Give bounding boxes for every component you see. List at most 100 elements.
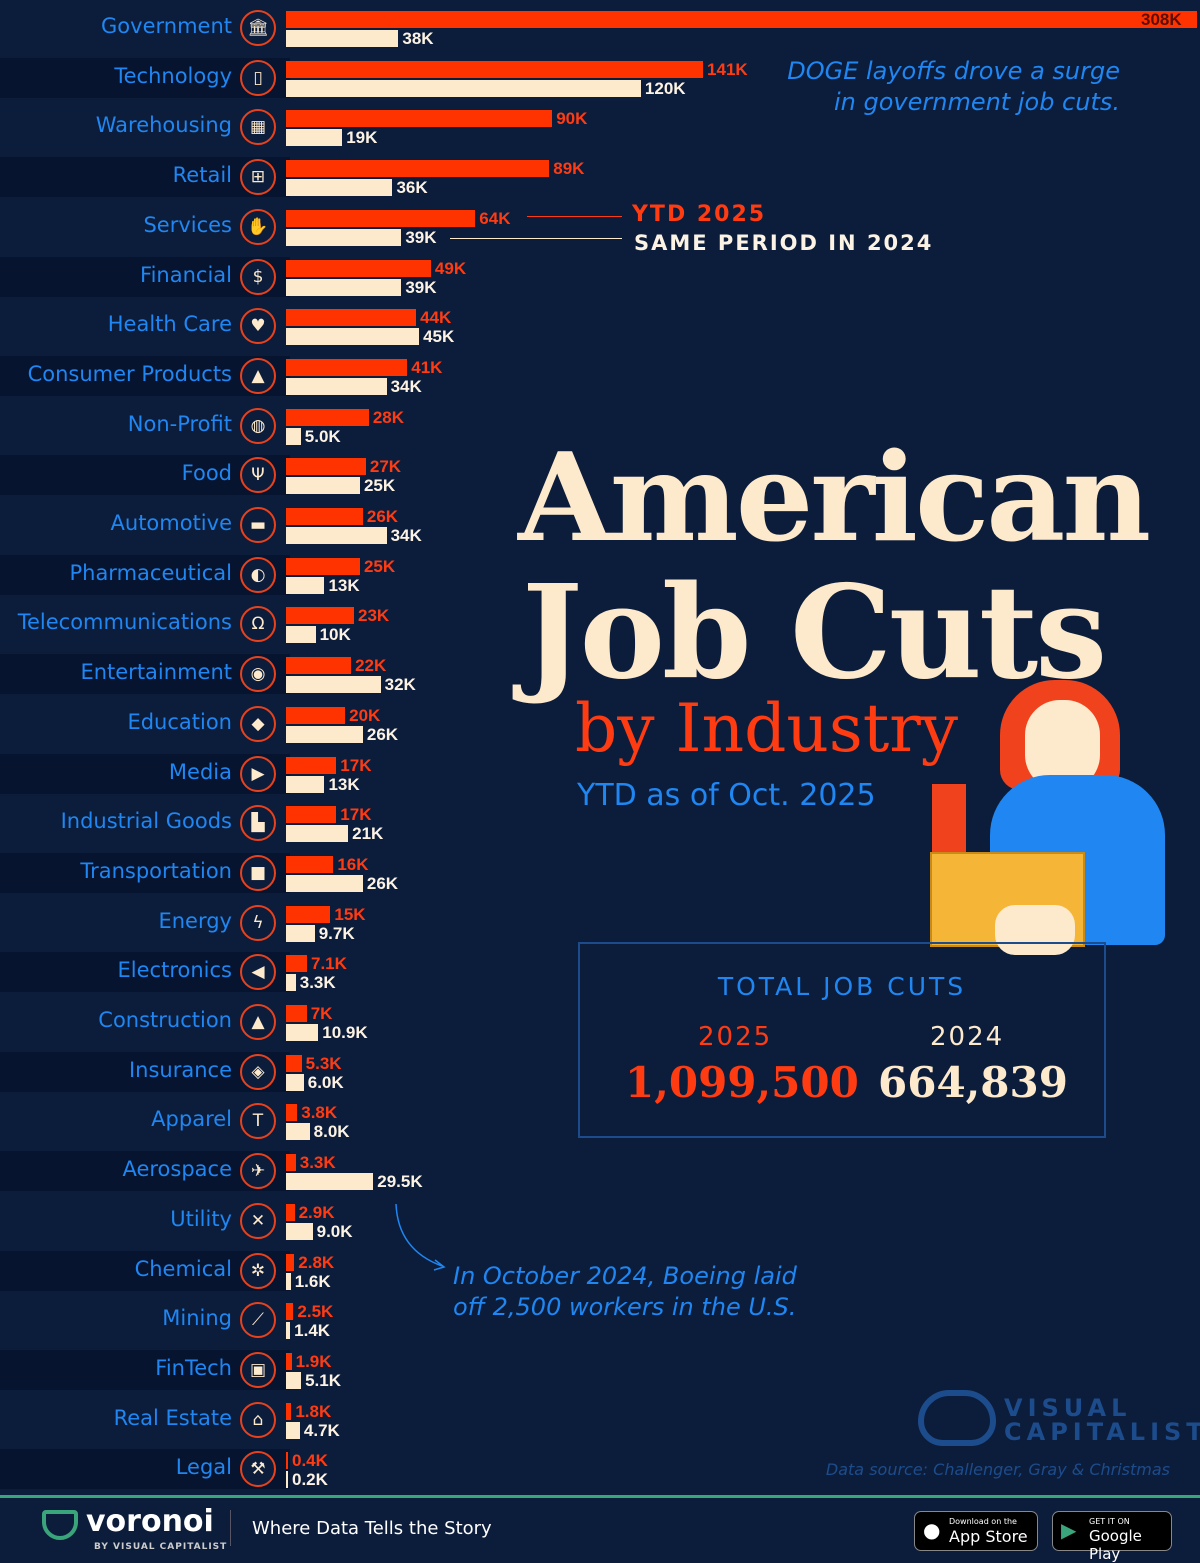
tshirt-icon: T bbox=[240, 1103, 276, 1140]
totals-box: TOTAL JOB CUTS 2025 1,099,500 2024 664,8… bbox=[578, 942, 1106, 1138]
value-label-2025: 20K bbox=[349, 705, 381, 725]
google-play-button[interactable]: ▶ GET IT ON Google Play bbox=[1052, 1511, 1172, 1563]
bar-2025 bbox=[286, 855, 334, 873]
bar-2025 bbox=[286, 408, 369, 426]
value-label-2024: 29.5K bbox=[377, 1172, 423, 1192]
bar-2025 bbox=[286, 1303, 294, 1321]
note-line: In October 2024, Boeing laid bbox=[453, 1262, 797, 1290]
bar-2025 bbox=[286, 557, 360, 575]
value-label-2025: 64K bbox=[479, 208, 511, 228]
bar-2025 bbox=[286, 309, 417, 327]
category-label: FinTech bbox=[155, 1355, 232, 1380]
store-label: App Store bbox=[949, 1527, 1028, 1546]
bar-2024 bbox=[286, 775, 325, 793]
store-small: GET IT ON bbox=[1089, 1517, 1130, 1526]
value-label-2024: 19K bbox=[346, 128, 378, 148]
bar-2025 bbox=[286, 160, 550, 178]
category-label: Non-Profit bbox=[127, 411, 232, 436]
value-label-2025: 0.4K bbox=[292, 1451, 328, 1471]
bar-2024 bbox=[286, 1123, 310, 1141]
apple-icon: ● bbox=[923, 1518, 941, 1542]
title-line-2: Job Cuts bbox=[522, 558, 1107, 708]
logo-mark-icon bbox=[918, 1390, 996, 1446]
value-label-2025: 26K bbox=[366, 507, 399, 526]
bar-2024 bbox=[286, 328, 420, 346]
bar-2024 bbox=[286, 1371, 302, 1389]
bar-2025 bbox=[286, 259, 431, 277]
bar-2024 bbox=[286, 825, 349, 843]
category-label: Electronics bbox=[117, 958, 232, 983]
title-line-3: by Industry bbox=[575, 690, 959, 767]
car-icon: ▬ bbox=[240, 507, 276, 543]
category-label: Media bbox=[168, 759, 232, 784]
category-label: Telecommunications bbox=[17, 610, 232, 635]
bar-2024 bbox=[286, 30, 399, 47]
bar-2024 bbox=[286, 874, 363, 892]
value-label-2025: 308K bbox=[1141, 10, 1182, 29]
value-label-2025: 25K bbox=[363, 556, 396, 576]
voronoi-name[interactable]: voronoi bbox=[86, 1504, 214, 1539]
note-line: in government job cuts. bbox=[833, 88, 1120, 116]
value-label-2025: 17K bbox=[340, 755, 372, 775]
value-label-2025: 22K bbox=[355, 656, 387, 676]
arrow-icon bbox=[395, 1203, 446, 1271]
app-store-button[interactable]: ● Download on the App Store bbox=[914, 1511, 1038, 1551]
title-line-1: American bbox=[518, 425, 1151, 569]
value-label-2024: 10K bbox=[319, 625, 351, 645]
category-label: Chemical bbox=[134, 1256, 232, 1281]
bar-2025 bbox=[286, 1203, 295, 1221]
bar-2024 bbox=[286, 377, 387, 395]
tagline: Where Data Tells the Story bbox=[252, 1518, 492, 1539]
category-label: Financial bbox=[140, 262, 232, 287]
bar-2025 bbox=[286, 11, 1197, 28]
bar-2024 bbox=[286, 1272, 291, 1290]
value-label-2024: 39K bbox=[405, 277, 437, 297]
totals-year-2025: 2025 bbox=[698, 1022, 773, 1052]
value-label-2025: 15K bbox=[334, 904, 366, 924]
category-label: Services bbox=[143, 212, 232, 237]
bar-2025 bbox=[286, 1104, 298, 1122]
category-label: Insurance bbox=[128, 1057, 232, 1082]
category-label: Technology bbox=[114, 63, 232, 88]
value-label-2024: 120K bbox=[644, 78, 686, 98]
globe-icon: ◍ bbox=[240, 407, 276, 444]
value-label-2024: 26K bbox=[366, 873, 399, 893]
value-label-2025: 2.5K bbox=[297, 1302, 334, 1322]
value-label-2025: 28K bbox=[372, 407, 404, 427]
category-label: Utility bbox=[170, 1206, 232, 1231]
value-label-2024: 34K bbox=[390, 376, 422, 396]
value-label-2024: 25K bbox=[363, 476, 396, 496]
headset-icon: Ω bbox=[240, 606, 276, 643]
bar-2024 bbox=[286, 576, 325, 594]
value-label-2024: 36K bbox=[396, 178, 428, 198]
value-label-2024: 5.1K bbox=[305, 1370, 341, 1390]
category-label: Health Care bbox=[107, 312, 232, 337]
value-label-2025: 5.3K bbox=[305, 1053, 342, 1073]
value-label-2024: 0.2K bbox=[292, 1470, 328, 1490]
category-label: Aerospace bbox=[122, 1157, 232, 1182]
value-label-2024: 8.0K bbox=[313, 1122, 350, 1142]
value-label-2025: 23K bbox=[358, 606, 390, 626]
bar-2024 bbox=[286, 725, 363, 743]
value-label-2024: 38K bbox=[402, 29, 434, 48]
legend-ytd: YTD 2025 bbox=[632, 202, 767, 227]
bar-2025 bbox=[286, 110, 553, 128]
category-label: Government bbox=[101, 14, 232, 38]
totals-value-2025: 1,099,500 bbox=[625, 1058, 859, 1107]
tools-icon: ✕ bbox=[240, 1202, 276, 1239]
value-label-2024: 9.7K bbox=[318, 923, 355, 943]
value-label-2025: 41K bbox=[411, 357, 443, 377]
bar-2024 bbox=[286, 278, 402, 296]
value-label-2024: 13K bbox=[328, 774, 360, 794]
bar-2025 bbox=[286, 657, 352, 675]
logo-text: CAPITALIST bbox=[1004, 1418, 1200, 1446]
bar-2025 bbox=[286, 756, 337, 774]
bar-2024 bbox=[286, 129, 343, 147]
lightning-icon: ϟ bbox=[240, 904, 276, 941]
note-line: DOGE layoffs drove a surge bbox=[787, 57, 1120, 85]
bar-2024 bbox=[286, 1073, 304, 1091]
value-label-2024: 34K bbox=[390, 526, 422, 545]
voronoi-by: BY VISUAL CAPITALIST bbox=[94, 1542, 228, 1552]
value-label-2024: 3.3K bbox=[299, 973, 336, 993]
bar-2025 bbox=[286, 905, 331, 923]
